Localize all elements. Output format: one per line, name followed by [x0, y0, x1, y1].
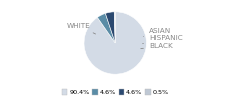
Wedge shape [97, 13, 115, 43]
Wedge shape [114, 12, 115, 43]
Text: BLACK: BLACK [141, 43, 173, 49]
Text: HISPANIC: HISPANIC [143, 35, 183, 44]
Wedge shape [105, 12, 115, 43]
Text: ASIAN: ASIAN [144, 28, 171, 36]
Wedge shape [84, 12, 146, 74]
Legend: 90.4%, 4.6%, 4.6%, 0.5%: 90.4%, 4.6%, 4.6%, 0.5% [59, 87, 171, 98]
Text: WHITE: WHITE [67, 23, 96, 34]
